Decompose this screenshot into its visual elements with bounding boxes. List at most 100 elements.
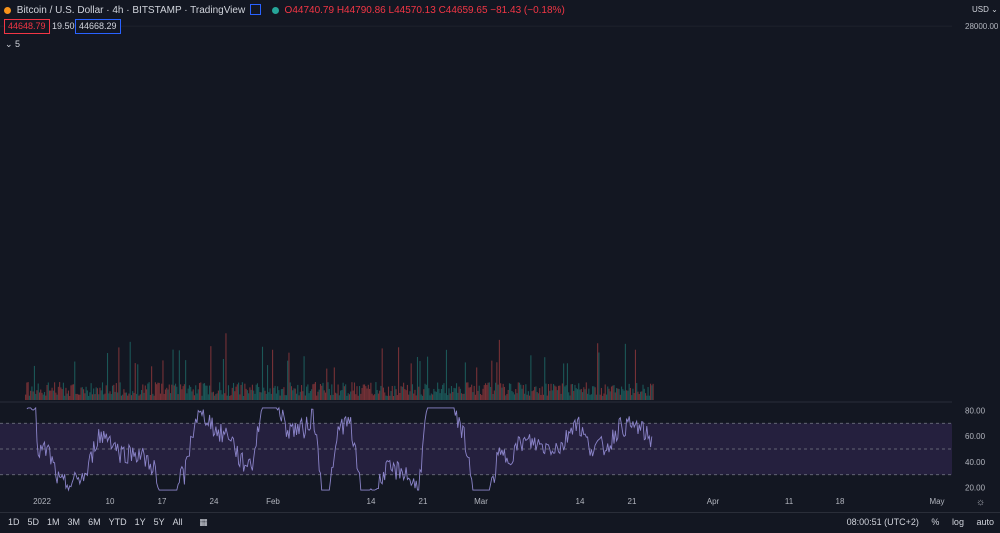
volume-bar bbox=[215, 394, 217, 400]
bottom-right-controls: 08:00:51 (UTC+2) % log auto bbox=[837, 513, 994, 532]
volume-bar bbox=[379, 390, 381, 400]
volume-bar bbox=[346, 395, 348, 400]
timeframe-6m[interactable]: 6M bbox=[88, 517, 101, 527]
volume-bar bbox=[268, 392, 270, 400]
volume-bar bbox=[206, 385, 208, 400]
date-range-icon[interactable]: ▦ bbox=[199, 517, 208, 527]
volume-bar bbox=[503, 386, 505, 400]
sell-price-box[interactable]: 44648.79 bbox=[4, 19, 50, 34]
volume-bar bbox=[133, 392, 135, 400]
volume-bar bbox=[632, 388, 634, 400]
volume-bar bbox=[506, 393, 508, 400]
volume-bar bbox=[285, 395, 287, 400]
auto-toggle[interactable]: auto bbox=[976, 517, 994, 527]
volume-bar bbox=[463, 393, 465, 400]
percent-toggle[interactable]: % bbox=[931, 517, 940, 527]
volume-bar bbox=[353, 382, 356, 400]
volume-bar bbox=[186, 393, 188, 400]
log-toggle[interactable]: log bbox=[951, 517, 964, 527]
volume-bar bbox=[36, 390, 38, 400]
timeframe-3m[interactable]: 3M bbox=[67, 517, 81, 527]
timeframe-1y[interactable]: 1Y bbox=[134, 517, 146, 527]
volume-bar bbox=[278, 390, 280, 400]
time-tick: 17 bbox=[158, 497, 167, 506]
settings-gear-icon[interactable]: ☼ bbox=[976, 497, 985, 508]
volume-bar bbox=[120, 395, 122, 400]
currency-label[interactable]: USD ⌄ bbox=[972, 5, 998, 14]
volume-bar bbox=[355, 394, 357, 400]
chevron-down-icon[interactable]: ⌄ bbox=[5, 39, 16, 49]
volume-bar bbox=[516, 393, 518, 400]
volume-bar bbox=[416, 356, 419, 400]
volume-bar bbox=[592, 386, 594, 400]
volume-bar bbox=[468, 387, 470, 400]
volume-bar bbox=[178, 350, 180, 400]
volume-bar bbox=[277, 386, 279, 400]
volume-bar bbox=[568, 392, 570, 400]
volume-bar bbox=[367, 384, 369, 400]
volume-bar bbox=[351, 382, 353, 400]
volume-bar bbox=[602, 395, 604, 400]
symbol-title[interactable]: Bitcoin / U.S. Dollar · 4h · BITSTAMP · … bbox=[16, 5, 246, 16]
price-axis[interactable] bbox=[952, 0, 1000, 512]
volume-bar bbox=[561, 383, 563, 400]
volume-bar bbox=[323, 390, 325, 400]
volume-bar bbox=[550, 383, 552, 400]
timeframe-ytd[interactable]: YTD bbox=[108, 517, 127, 527]
volume-bar bbox=[413, 393, 415, 400]
volume-bar bbox=[409, 391, 411, 400]
volume-bar bbox=[248, 393, 250, 400]
volume-bar bbox=[30, 390, 32, 400]
volume-bar bbox=[580, 388, 582, 400]
favorite-icon[interactable] bbox=[249, 4, 261, 15]
volume-bar bbox=[357, 395, 359, 400]
timeframe-5y[interactable]: 5Y bbox=[153, 517, 165, 527]
volume-bar bbox=[163, 393, 165, 400]
timeframe-5d[interactable]: 5D bbox=[27, 517, 40, 527]
volume-bar bbox=[641, 391, 643, 400]
volume-bar bbox=[321, 385, 323, 400]
buy-price-box[interactable]: 44668.29 bbox=[75, 19, 121, 34]
volume-bar bbox=[342, 382, 344, 400]
clock[interactable]: 08:00:51 (UTC+2) bbox=[846, 517, 919, 527]
time-tick: May bbox=[929, 497, 944, 506]
volume-bar bbox=[322, 382, 324, 400]
rsi-line bbox=[26, 406, 653, 492]
volume-bar bbox=[307, 384, 309, 400]
volume-bar bbox=[547, 384, 550, 400]
volume-bar bbox=[117, 392, 119, 400]
volume-bar bbox=[224, 393, 226, 400]
spread-value: 19.50 bbox=[52, 21, 75, 31]
volume-bar bbox=[127, 395, 129, 400]
volume-bar bbox=[560, 393, 562, 400]
volume-bar bbox=[55, 392, 57, 400]
volume-bar bbox=[288, 352, 290, 400]
volume-bar bbox=[478, 385, 480, 400]
volume-bar bbox=[361, 388, 363, 400]
volume-bar bbox=[610, 386, 613, 400]
volume-bar bbox=[269, 388, 271, 400]
volume-bar bbox=[513, 394, 516, 400]
volume-bar bbox=[201, 395, 203, 400]
volume-bar bbox=[229, 395, 231, 400]
volume-bar bbox=[52, 390, 54, 400]
volume-bar bbox=[535, 386, 537, 400]
volume-bar bbox=[565, 385, 567, 400]
timeframe-1d[interactable]: 1D bbox=[8, 517, 20, 527]
timeframe-all[interactable]: All bbox=[172, 517, 183, 527]
volume-bar bbox=[132, 391, 134, 400]
time-tick: Apr bbox=[707, 497, 720, 506]
timeframe-1m[interactable]: 1M bbox=[47, 517, 60, 527]
volume-bar bbox=[410, 363, 412, 400]
volume-bar bbox=[235, 386, 237, 400]
volume-bar bbox=[62, 382, 64, 400]
volume-bar bbox=[210, 346, 212, 400]
indicators-toggle[interactable]: ⌄ 5 bbox=[5, 39, 20, 50]
volume-bar bbox=[216, 393, 218, 400]
volume-bar bbox=[60, 387, 62, 400]
volume-bar bbox=[159, 393, 161, 400]
volume-bar bbox=[280, 389, 282, 400]
volume-bar bbox=[143, 392, 145, 400]
